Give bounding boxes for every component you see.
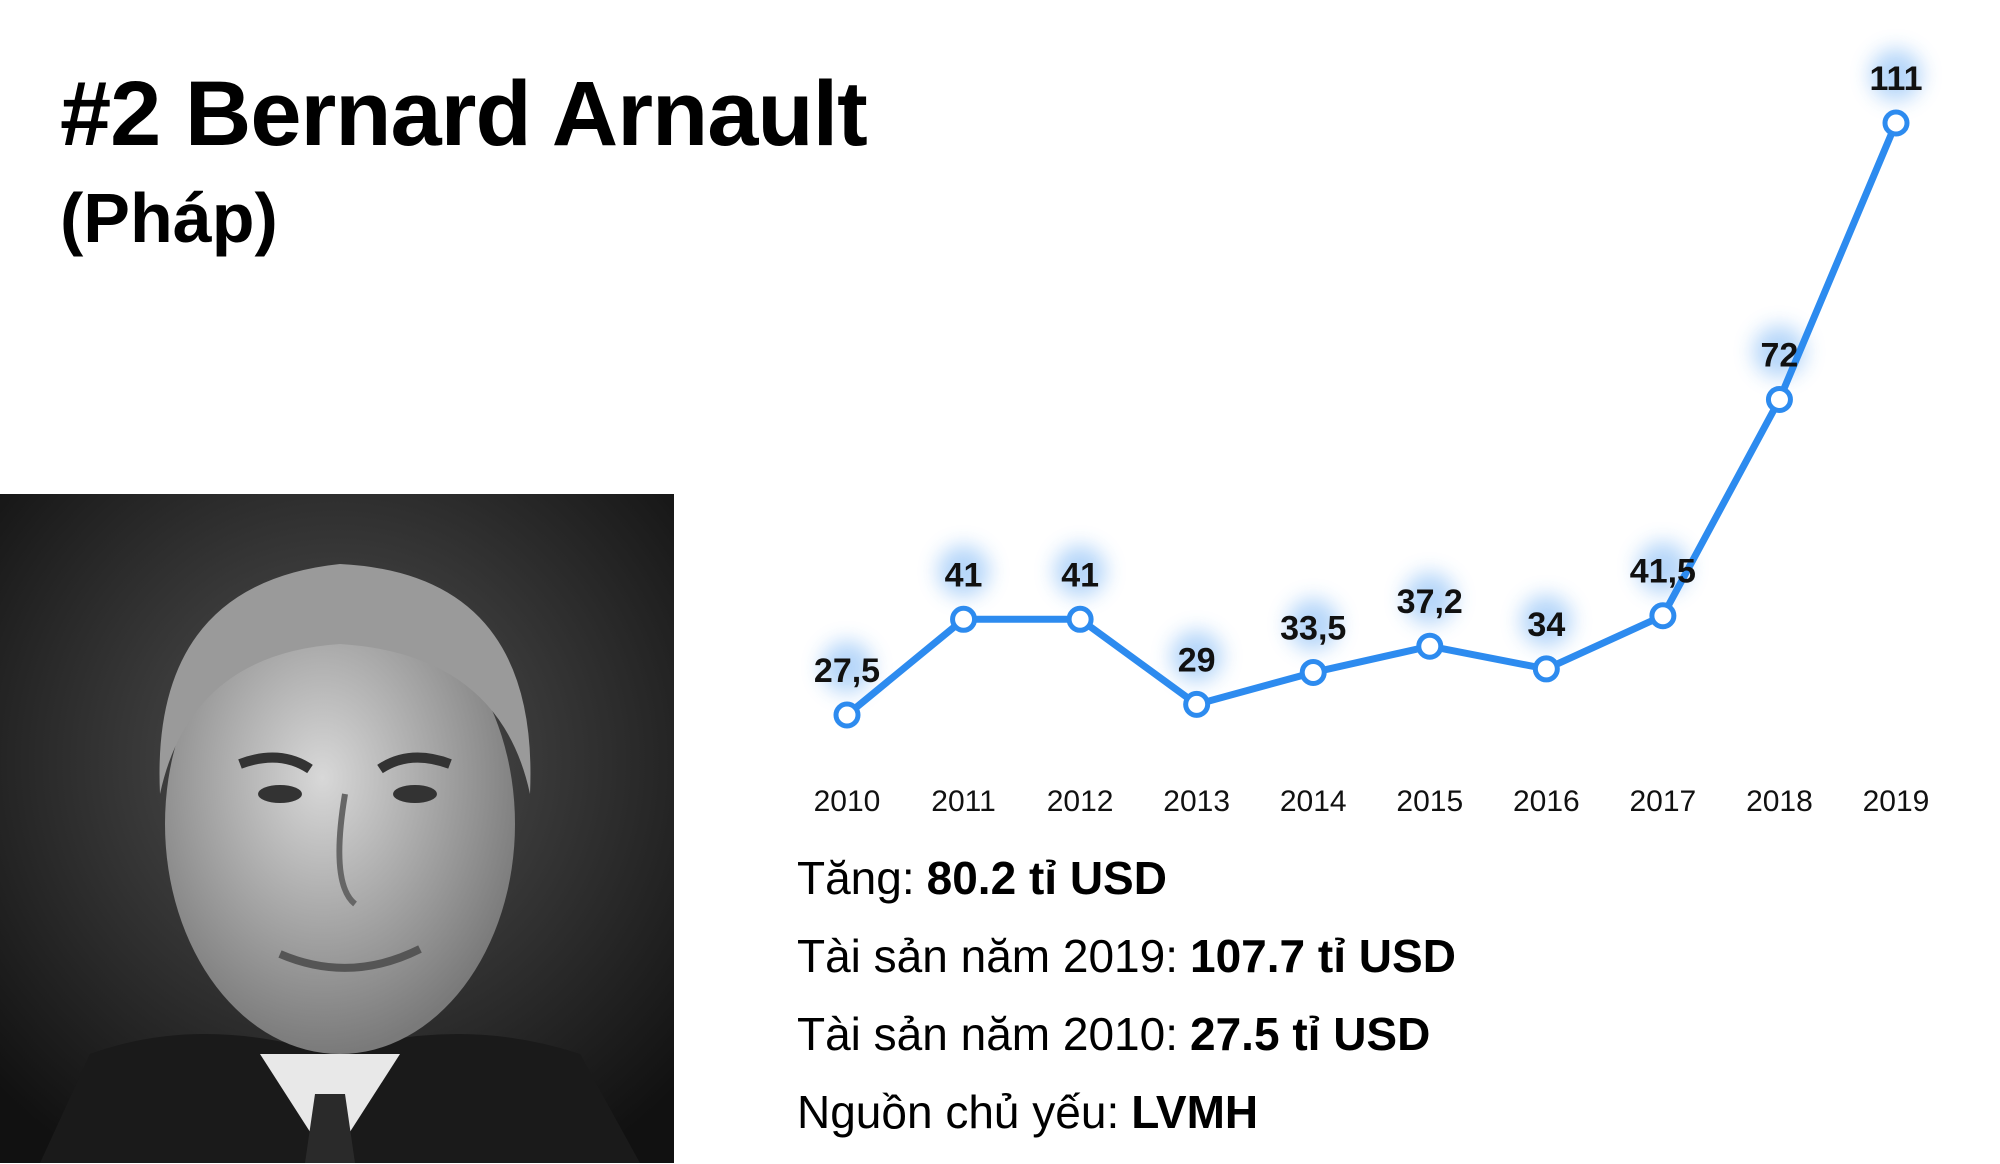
glow (1636, 541, 1689, 594)
stat-row: Tăng: 80.2 tỉ USD (797, 852, 1456, 930)
stat-row: Tài sản năm 2019: 107.7 tỉ USD (797, 930, 1456, 1008)
stat-row: Nguồn chủ yếu: LVMH (797, 1086, 1456, 1164)
x-tick-label: 2010 (814, 785, 881, 818)
glow (937, 545, 990, 598)
data-point (1183, 690, 1211, 718)
x-tick-label: 2011 (931, 785, 996, 818)
stats: Tăng: 80.2 tỉ USD Tài sản năm 2019: 107.7 t… (797, 852, 1456, 1164)
stat-label: Nguồn chủ yếu: (797, 1086, 1120, 1138)
value-label: 41,5 (1630, 553, 1696, 591)
stat-value: 27.5 tỉ USD (1190, 1008, 1431, 1060)
subtitle: (Pháp) (60, 179, 278, 257)
glow (1287, 598, 1340, 651)
stat-label: Tài sản năm 2010: (797, 1008, 1179, 1060)
value-label: 111 (1870, 60, 1923, 98)
glow (1170, 630, 1223, 683)
stat-label: Tăng: (797, 852, 915, 904)
stat-value: 80.2 tỉ USD (926, 852, 1167, 904)
value-label: 41 (1061, 556, 1099, 594)
stat-label: Tài sản năm 2019: (797, 930, 1179, 982)
stat-value: LVMH (1131, 1086, 1259, 1138)
glow (1054, 545, 1107, 598)
data-point (1066, 605, 1094, 633)
portrait-photo (0, 494, 674, 1163)
stat-row: Tài sản năm 2010: 27.5 tỉ USD (797, 1008, 1456, 1086)
x-tick-label: 2012 (1047, 785, 1114, 818)
x-tick-label: 2015 (1396, 785, 1463, 818)
data-point (1416, 632, 1444, 660)
data-line (844, 121, 1900, 718)
data-point (833, 701, 861, 729)
value-label: 29 (1178, 641, 1216, 679)
x-tick-label: 2013 (1163, 785, 1230, 818)
glow (1870, 49, 1922, 101)
x-tick-label: 2014 (1280, 785, 1347, 818)
glow (1403, 572, 1456, 625)
glow (821, 641, 873, 693)
data-point (950, 605, 978, 633)
data-point (1765, 386, 1793, 414)
stat-value: 107.7 tỉ USD (1190, 930, 1456, 982)
x-tick-label: 2019 (1863, 785, 1930, 818)
x-tick-label: 2017 (1630, 785, 1697, 818)
value-label: 27,5 (814, 652, 880, 690)
value-label: 72 (1761, 337, 1799, 375)
title: #2 Bernard Arnault (60, 63, 868, 165)
x-tick-label: 2016 (1513, 785, 1580, 818)
data-point (1299, 658, 1327, 686)
data-point (1649, 602, 1677, 630)
value-label: 33,5 (1280, 609, 1346, 647)
data-point (1882, 109, 1910, 137)
x-tick-label: 2018 (1746, 785, 1813, 818)
glow (1520, 594, 1573, 647)
chart: 27,5 2010 41 2011 41 2012 29 2013 33,5 2014 37,2 20… (814, 49, 1930, 818)
value-label: 37,2 (1397, 583, 1463, 621)
value-label: 41 (945, 556, 983, 594)
value-label: 34 (1527, 606, 1565, 644)
data-point (1532, 655, 1560, 683)
